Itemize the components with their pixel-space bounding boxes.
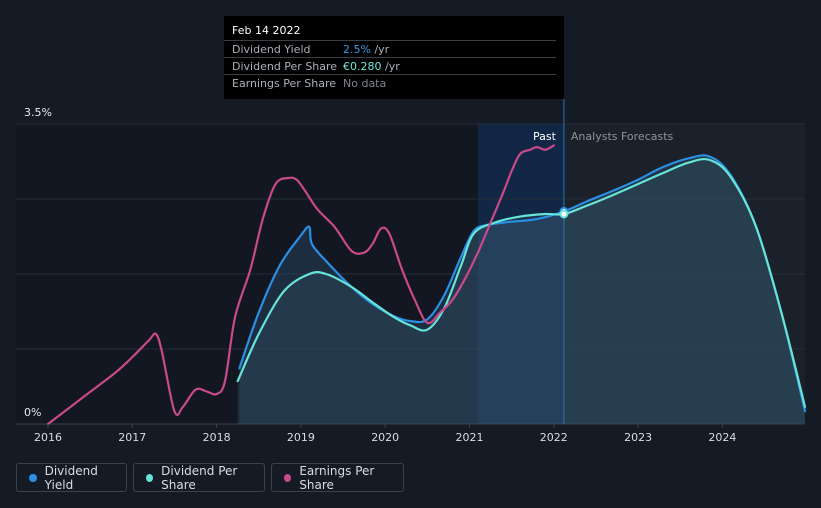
tooltip-row-value: No data	[343, 77, 387, 90]
legend-item-earnings-per-share[interactable]: Earnings Per Share	[271, 463, 404, 492]
x-tick-label: 2017	[118, 431, 146, 444]
past-label: Past	[533, 130, 557, 143]
x-tick-label: 2022	[540, 431, 568, 444]
y-axis: 3.5% 0%	[24, 106, 52, 419]
legend-item-dividend-yield[interactable]: Dividend Yield	[16, 463, 127, 492]
tooltip-row-dividend-per-share: Dividend Per Share €0.280 /yr	[224, 57, 556, 75]
series-line-eps	[46, 144, 555, 426]
series-line-dps	[236, 157, 807, 408]
legend-dot-icon	[29, 473, 37, 482]
series-line-yield	[238, 154, 807, 413]
hover-markers	[559, 206, 569, 219]
marker-dps	[559, 209, 569, 219]
tooltip: Feb 14 2022 Dividend Yield 2.5% /yr Divi…	[224, 16, 564, 99]
x-tick-label: 2018	[203, 431, 231, 444]
tooltip-row-label: Dividend Per Share	[232, 60, 338, 73]
tooltip-row-value: €0.280 /yr	[343, 60, 400, 73]
legend-item-dividend-per-share[interactable]: Dividend Per Share	[133, 463, 265, 492]
tooltip-row-label: Dividend Yield	[232, 43, 311, 56]
x-tick-label: 2024	[708, 431, 736, 444]
y-tick-label: 0%	[24, 406, 41, 419]
x-tick-label: 2020	[371, 431, 399, 444]
legend-label: Dividend Yield	[44, 463, 98, 492]
legend-dot-icon	[146, 473, 154, 482]
tooltip-date: Feb 14 2022	[232, 24, 301, 37]
dps-area	[237, 159, 805, 424]
tooltip-row-dividend-yield: Dividend Yield 2.5% /yr	[224, 40, 556, 58]
legend-label: Dividend Per Share	[161, 463, 238, 492]
series-lines	[46, 144, 807, 426]
x-tick-label: 2021	[455, 431, 483, 444]
x-tick-label: 2019	[287, 431, 315, 444]
legend-dot-icon	[284, 473, 292, 482]
x-tick-label: 2023	[624, 431, 652, 444]
legend-label: Earnings Per Share	[299, 463, 375, 492]
tooltip-row-value: 2.5% /yr	[343, 43, 390, 56]
gridlines	[16, 123, 805, 425]
forecast-label: Analysts Forecasts	[571, 130, 674, 143]
y-tick-label: 3.5%	[24, 106, 52, 119]
tooltip-row-earnings-per-share: Earnings Per Share No data	[224, 74, 556, 92]
x-tick-label: 2016	[34, 431, 62, 444]
x-axis: 2016 2017 2018 2019 2020 2021 2022 2023 2024	[34, 424, 736, 444]
tooltip-row-label: Earnings Per Share	[232, 77, 337, 90]
yield-area	[239, 155, 805, 424]
